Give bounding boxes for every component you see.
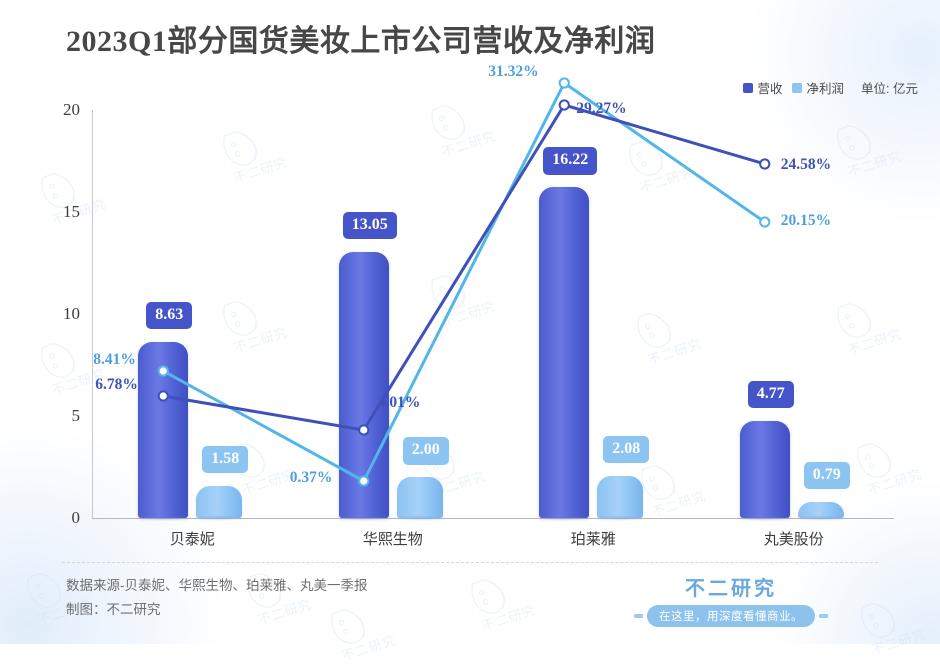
- x-axis-line: [92, 518, 894, 519]
- bar-shadow: [392, 515, 447, 521]
- x-axis-label: 丸美股份: [763, 531, 824, 548]
- percent-label-profit-growth: 20.15%: [780, 212, 832, 229]
- x-axis-label: 珀莱雅: [570, 531, 616, 548]
- chart-stage: 2023Q1部分国货美妆上市公司营收及净利润 营收 净利润 单位: 亿元 0 5 1…: [62, 25, 918, 627]
- bar-profit: [196, 485, 243, 518]
- percent-label-revenue-growth: 6.78%: [95, 376, 138, 393]
- chart-legend: 营收 净利润 单位: 亿元: [742, 78, 918, 97]
- source-line-1: 数据来源-贝泰妮、华熙生物、珀莱雅、丸美一季报: [66, 578, 368, 593]
- value-label-profit: 0.79: [803, 461, 850, 490]
- y-axis-tick: 10: [63, 304, 80, 323]
- bar-profit: [797, 501, 844, 518]
- source-line-2: 制图：不二研究: [66, 601, 161, 617]
- brand-logo: 不二研究 在这里，用深度看懂商业。: [634, 572, 828, 627]
- source-note: 数据来源-贝泰妮、华熙生物、珀莱雅、丸美一季报 制图：不二研究: [66, 574, 368, 621]
- bar-revenue: [539, 187, 590, 518]
- y-axis-tick: 0: [71, 508, 81, 527]
- page-title: 2023Q1部分国货美妆上市公司营收及净利润: [66, 25, 656, 58]
- legend-label-profit: 净利润: [806, 82, 845, 96]
- revenue-growth-line-marker: [558, 99, 570, 111]
- bar-profit: [396, 477, 443, 518]
- bar-shadow: [334, 515, 393, 521]
- percent-label-profit-growth: 8.41%: [93, 351, 136, 368]
- legend-label-revenue: 营收: [757, 82, 783, 96]
- value-label-profit: 2.08: [603, 435, 650, 463]
- brand-tagline-wrap: 在这里，用深度看懂商业。: [634, 605, 828, 627]
- value-label-profit: 1.58: [202, 445, 249, 474]
- percent-label-profit-growth: 31.32%: [488, 63, 539, 80]
- percent-label-revenue-growth: 29.27%: [576, 100, 627, 117]
- value-label-profit: 2.00: [402, 437, 449, 465]
- footer-divider: [62, 562, 878, 563]
- bar-shadow: [134, 515, 193, 521]
- legend-item-revenue: 营收: [742, 78, 783, 97]
- legend-unit-label: 单位: 亿元: [861, 82, 918, 96]
- y-axis-tick: 15: [63, 202, 80, 221]
- bar-revenue: [739, 420, 790, 518]
- y-axis-line: [92, 110, 93, 519]
- legend-swatch-profit: [791, 82, 802, 93]
- bar-revenue: [138, 341, 189, 518]
- profit-growth-line-marker: [558, 77, 570, 89]
- value-label-revenue: 16.22: [543, 147, 598, 175]
- brand-name: 不二研究: [685, 578, 777, 600]
- bar-shadow: [735, 515, 794, 521]
- dash-left-icon: [634, 614, 643, 618]
- brand-tagline: 在这里，用深度看懂商业。: [647, 605, 815, 627]
- percent-label-revenue-growth: 24.58%: [780, 156, 832, 173]
- bar-shadow: [535, 515, 594, 521]
- dash-right-icon: [819, 614, 828, 618]
- value-label-revenue: 13.05: [342, 211, 397, 240]
- bar-shadow: [593, 515, 648, 521]
- x-axis-label: 贝泰妮: [169, 531, 215, 548]
- value-label-revenue: 8.63: [146, 301, 193, 330]
- legend-item-profit: 净利润: [791, 78, 845, 97]
- percent-label-revenue-growth: 4.01%: [377, 394, 421, 411]
- value-label-revenue: 4.77: [747, 380, 794, 409]
- bar-profit: [597, 475, 644, 518]
- y-axis-tick: 20: [63, 100, 80, 119]
- bar-shadow: [793, 515, 848, 521]
- bar-revenue: [338, 251, 389, 518]
- percent-label-profit-growth: 0.37%: [289, 469, 333, 486]
- legend-swatch-revenue: [742, 82, 753, 93]
- plot-area: 8.63 1.58 13.05 2.00 16.22 2.08 4.77 0.79: [92, 110, 894, 521]
- bar-shadow: [192, 515, 247, 521]
- x-axis-label: 华熙生物: [362, 531, 423, 548]
- y-axis-tick: 5: [71, 406, 81, 425]
